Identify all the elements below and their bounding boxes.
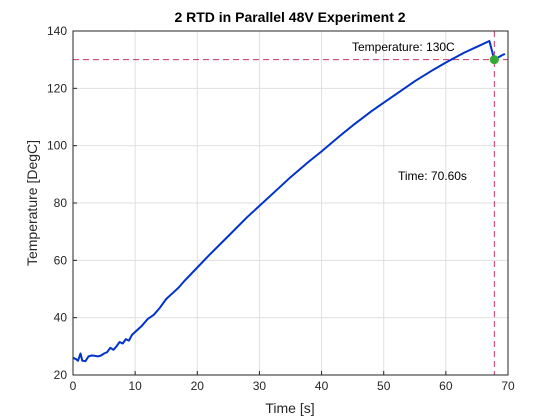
series-line-0 [72,40,506,363]
x-tick-label: 10 [128,379,142,393]
marker-layer [489,55,499,65]
y-tick-label: 60 [54,253,68,267]
temperature-annotation: Temperature: 130C [352,40,455,54]
time-annotation: Time: 70.60s [398,169,467,183]
x-axis-label: Time [s] [265,400,314,416]
series-layer [72,40,506,363]
y-tick-label: 120 [47,81,67,95]
x-tick-label: 40 [315,379,329,393]
y-tick-label: 100 [47,139,67,153]
x-tick-label: 70 [501,379,515,393]
y-tick-label: 20 [54,368,68,382]
chart-title: 2 RTD in Parallel 48V Experiment 2 [174,9,405,25]
x-axis: 0 10 20 30 40 50 60 70 [70,371,515,393]
x-tick-label: 60 [439,379,453,393]
y-tick-label: 140 [47,24,67,38]
x-tick-label: 30 [253,379,267,393]
x-tick-label: 50 [377,379,391,393]
y-axis: 20 40 60 80 100 120 140 [47,24,77,382]
y-tick-label: 80 [54,196,68,210]
x-tick-label: 0 [70,379,77,393]
y-axis-label: Temperature [DegC] [24,140,40,266]
reference-lines [73,31,508,375]
x-tick-label: 20 [191,379,205,393]
y-tick-label: 40 [54,311,68,325]
highlight-marker [489,55,499,65]
